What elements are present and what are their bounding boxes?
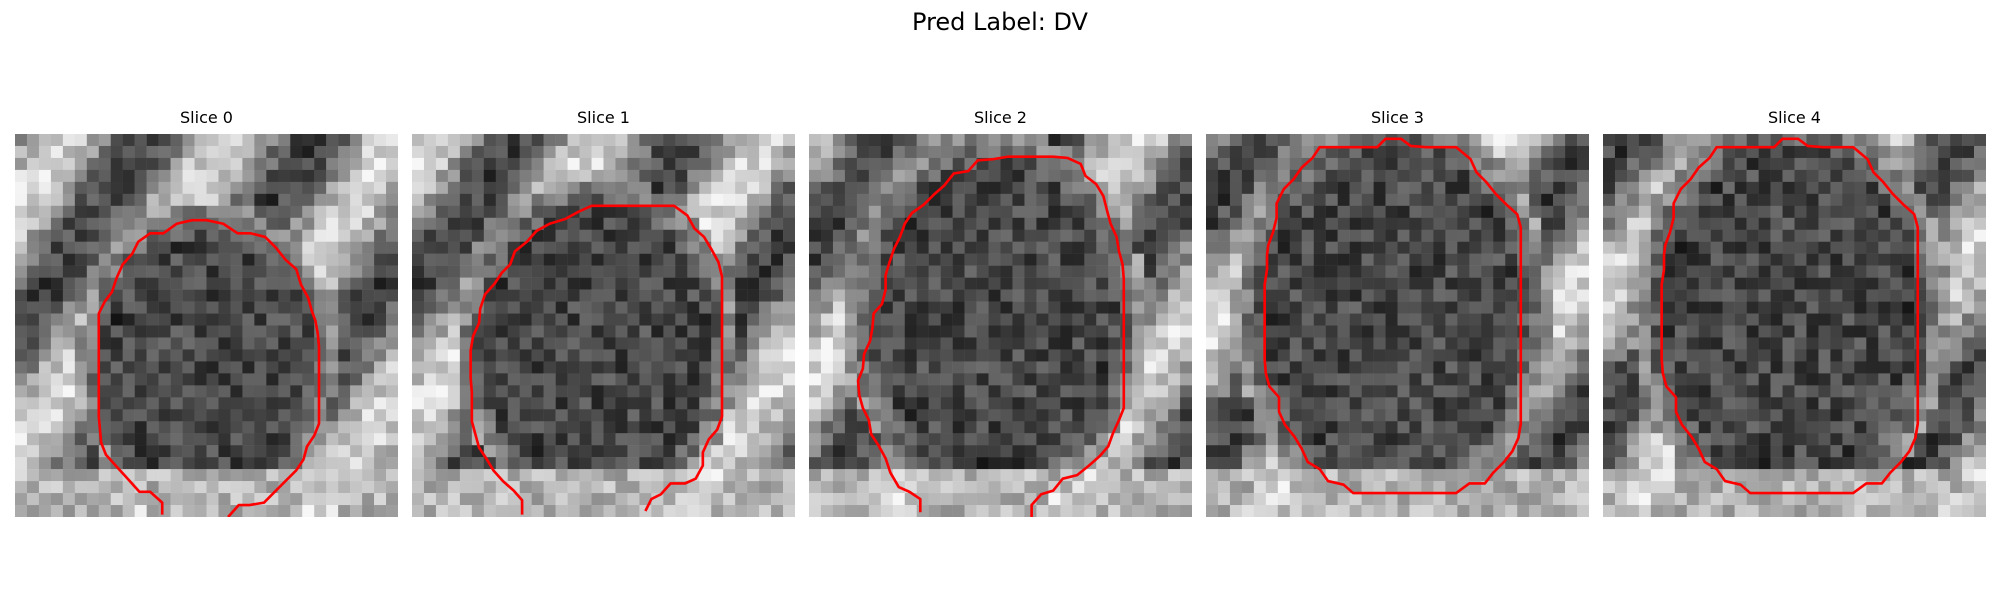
grayscale-pixels-4 xyxy=(1603,134,1986,517)
slice-image-3 xyxy=(1206,134,1589,517)
slice-image-1 xyxy=(412,134,795,517)
slice-title-0: Slice 0 xyxy=(180,108,233,127)
slice-panel-3: Slice 3 xyxy=(1206,108,1589,517)
slice-title-4: Slice 4 xyxy=(1768,108,1821,127)
segmentation-contour-3 xyxy=(1263,137,1523,495)
segmentation-contour-4 xyxy=(1660,137,1920,495)
grayscale-pixels-0 xyxy=(15,134,398,517)
segmentation-contour-1 xyxy=(469,204,724,515)
slice-image-0 xyxy=(15,134,398,517)
slice-panel-1: Slice 1 xyxy=(412,108,795,517)
segmentation-contour-0 xyxy=(97,218,321,517)
slice-panel-4: Slice 4 xyxy=(1603,108,1986,517)
slice-title-2: Slice 2 xyxy=(974,108,1027,127)
segmentation-contour-2 xyxy=(856,155,1126,517)
slice-panel-2: Slice 2 xyxy=(809,108,1192,517)
slice-panel-0: Slice 0 xyxy=(15,108,398,517)
slice-image-2 xyxy=(809,134,1192,517)
grayscale-pixels-2 xyxy=(809,134,1192,517)
slice-image-4 xyxy=(1603,134,1986,517)
slice-title-1: Slice 1 xyxy=(577,108,630,127)
figure-title: Pred Label: DV xyxy=(912,8,1088,36)
grayscale-pixels-1 xyxy=(412,134,795,517)
grayscale-pixels-3 xyxy=(1206,134,1589,517)
slice-title-3: Slice 3 xyxy=(1371,108,1424,127)
